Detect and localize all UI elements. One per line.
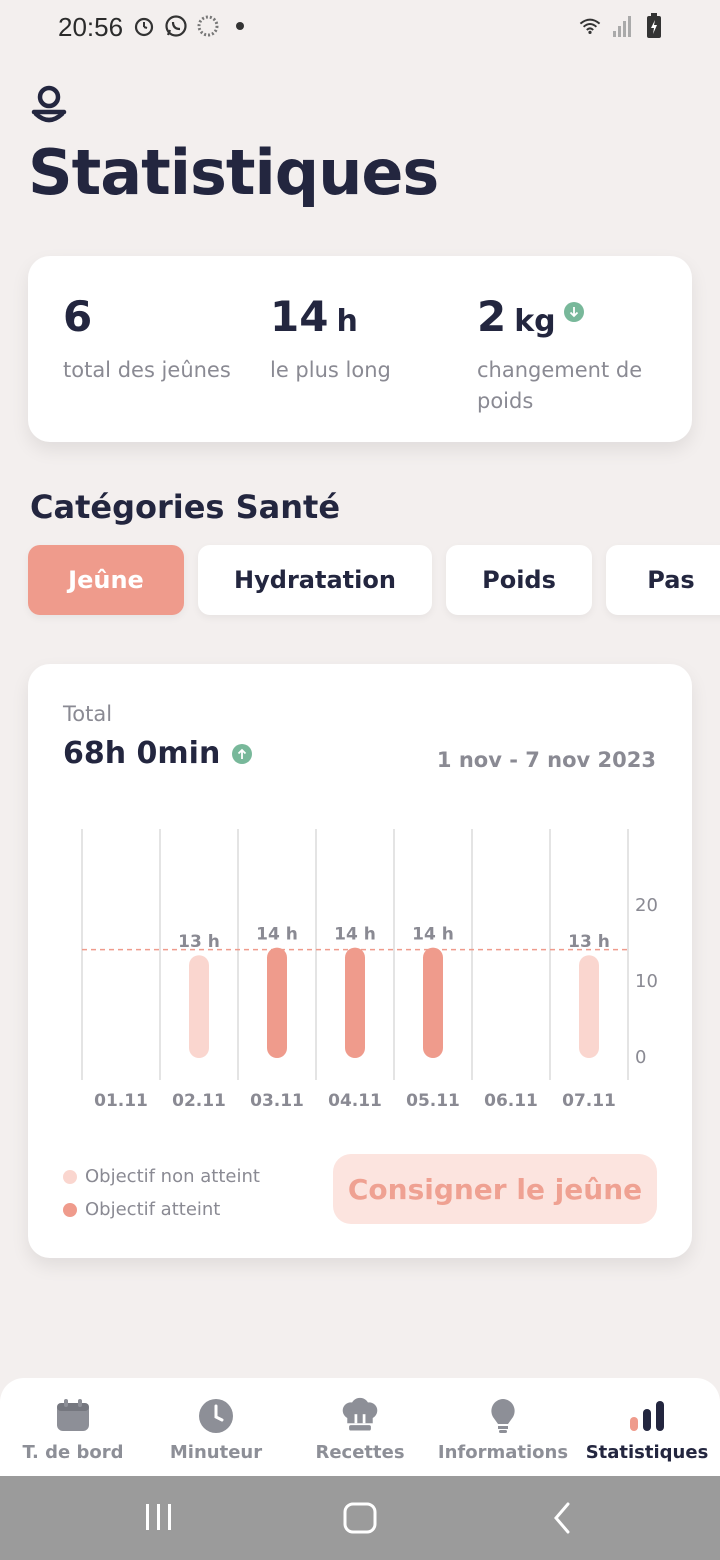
legend-item-met: Objectif atteint xyxy=(63,1193,260,1226)
y-tick-label: 0 xyxy=(635,1047,646,1068)
total-label: Total xyxy=(63,702,113,726)
status-icons-right xyxy=(578,13,666,38)
dot-icon xyxy=(228,14,252,38)
x-tick-label: 07.11 xyxy=(562,1091,616,1111)
nav-item-information[interactable]: Informations xyxy=(431,1396,575,1463)
battery-charging-icon xyxy=(642,13,666,38)
stat-label: le plus long xyxy=(270,358,391,382)
stat-value: 14 xyxy=(270,292,329,341)
fasting-bar-chart: 0 10 20 01.11 13 h 02.11 14 h 03.11 14 h 04.11 14 … xyxy=(81,829,658,1111)
nav-item-dashboard[interactable]: T. de bord xyxy=(1,1396,145,1463)
stat-label: total des jeûnes xyxy=(63,358,231,382)
stat-unit: kg xyxy=(514,304,556,339)
section-title: Catégories Santé xyxy=(30,488,341,526)
nav-item-statistics[interactable]: Statistiques xyxy=(575,1396,719,1463)
x-tick-label: 04.11 xyxy=(328,1091,382,1111)
x-tick-label: 02.11 xyxy=(172,1091,226,1111)
nav-label: Informations xyxy=(437,1442,569,1463)
log-fast-button[interactable]: Consigner le jeûne xyxy=(333,1154,657,1224)
lightbulb-icon xyxy=(483,1396,523,1436)
stat-label: changement de poids xyxy=(477,358,643,413)
nav-label: Recettes xyxy=(315,1442,405,1463)
home-button[interactable] xyxy=(342,1498,378,1542)
y-tick-label: 10 xyxy=(635,971,658,992)
loading-icon xyxy=(196,14,220,38)
x-tick-label: 06.11 xyxy=(484,1091,538,1111)
legend-item-not-met: Objectif non atteint xyxy=(63,1160,260,1193)
whatsapp-icon xyxy=(164,14,188,38)
legend-dot xyxy=(63,1169,77,1184)
status-bar: 20:56 xyxy=(0,0,720,56)
total-value-row: 68h 0min xyxy=(63,736,253,771)
bar-07.11 xyxy=(579,955,599,1058)
nav-label: T. de bord xyxy=(22,1442,124,1463)
summary-card: 6 total des jeûnes 14 h le plus long 2 k… xyxy=(28,256,692,442)
bar-02.11 xyxy=(189,955,209,1058)
tab-hydratation[interactable]: Hydratation xyxy=(198,545,432,615)
bar-05.11 xyxy=(423,947,443,1058)
x-tick-label: 03.11 xyxy=(250,1091,304,1111)
calendar-icon xyxy=(53,1396,93,1436)
bar-value-label: 14 h xyxy=(256,925,298,945)
legend-label: Objectif non atteint xyxy=(85,1166,260,1187)
status-time: 20:56 xyxy=(58,12,124,42)
bar-04.11 xyxy=(345,947,365,1058)
back-button[interactable] xyxy=(550,1498,574,1542)
date-range: 1 nov - 7 nov 2023 xyxy=(436,748,656,772)
legend: Objectif non atteint Objectif atteint xyxy=(63,1160,260,1226)
stat-weight-change: 2 kg changement de poids xyxy=(477,292,667,417)
x-tick-label: 01.11 xyxy=(94,1091,148,1111)
chart-card: Total 68h 0min 1 nov - 7 nov 2023 0 10 20 0… xyxy=(28,664,692,1258)
y-tick-label: 20 xyxy=(635,895,658,916)
nav-label: Statistiques xyxy=(585,1442,709,1463)
stat-total-fasts: 6 total des jeûnes xyxy=(63,292,231,386)
bar-value-label: 13 h xyxy=(568,932,610,952)
clock-icon xyxy=(196,1396,236,1436)
stat-value: 2 xyxy=(477,292,507,341)
chef-hat-icon xyxy=(340,1396,380,1436)
nav-item-recipes[interactable]: Recettes xyxy=(288,1396,432,1463)
signal-icon xyxy=(610,14,634,38)
recent-apps-button[interactable] xyxy=(144,1498,174,1542)
tab-jeune[interactable]: Jeûne xyxy=(28,545,184,615)
trend-down-icon xyxy=(563,302,584,322)
trend-up-icon xyxy=(232,743,253,764)
stats-icon xyxy=(627,1396,667,1436)
status-icons-left xyxy=(132,14,252,38)
bar-value-label: 14 h xyxy=(412,925,454,945)
system-nav xyxy=(0,1476,720,1560)
stat-value: 6 xyxy=(63,292,93,341)
bottom-nav: T. de bord Minuteur Recettes Information… xyxy=(0,1378,720,1476)
bar-value-label: 13 h xyxy=(178,932,220,952)
tab-pas[interactable]: Pas xyxy=(606,545,720,615)
page-title: Statistiques xyxy=(28,136,439,209)
timer-icon xyxy=(132,14,156,38)
nav-item-timer[interactable]: Minuteur xyxy=(144,1396,288,1463)
x-tick-label: 05.11 xyxy=(406,1091,460,1111)
stat-longest: 14 h le plus long xyxy=(270,292,391,386)
wifi-icon xyxy=(578,14,602,38)
bar-03.11 xyxy=(267,947,287,1058)
legend-label: Objectif atteint xyxy=(85,1199,221,1220)
tab-poids[interactable]: Poids xyxy=(446,545,592,615)
bar-value-label: 14 h xyxy=(334,925,376,945)
legend-dot xyxy=(63,1202,77,1217)
total-value: 68h 0min xyxy=(63,736,221,771)
profile-icon[interactable] xyxy=(30,84,70,124)
nav-label: Minuteur xyxy=(169,1442,263,1463)
stat-unit: h xyxy=(336,304,358,339)
